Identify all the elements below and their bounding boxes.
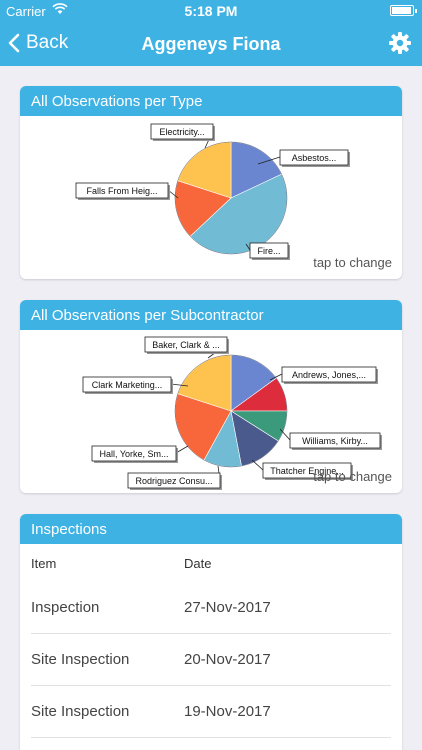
back-button[interactable]: Back — [8, 32, 68, 54]
svg-text:Hall, Yorke, Sm...: Hall, Yorke, Sm... — [99, 449, 168, 459]
svg-text:Andrews, Jones,...: Andrews, Jones,... — [292, 370, 366, 380]
row-item: Inspection — [31, 599, 100, 616]
inspections-card: Inspections Item Date Inspection 27-Nov-… — [20, 514, 402, 750]
carrier-label: Carrier — [6, 4, 46, 19]
pie-chart: Asbestos... Fire... Falls From Heig... Elec… — [75, 123, 350, 260]
card-title: All Observations per Type — [20, 86, 402, 116]
gear-icon[interactable] — [388, 31, 412, 60]
pie-outline — [174, 354, 288, 468]
back-label: Back — [26, 32, 69, 53]
svg-text:Falls From Heig...: Falls From Heig... — [86, 186, 157, 196]
pie-label-0: Andrews, Jones,... — [269, 366, 378, 384]
observations-type-card: All Observations per Type Asbestos... Fir… — [20, 86, 402, 279]
battery-icon — [390, 5, 417, 16]
card-title: Inspections — [20, 514, 402, 544]
nav-bar: Back Aggeneys Fiona — [0, 22, 422, 66]
pie-label-4: Hall, Yorke, Sm... — [91, 445, 189, 463]
pie-label-3: Rodriguez Consu... — [127, 465, 222, 490]
pie-label-0: Asbestos... — [257, 149, 350, 167]
row-item: Site Inspection — [31, 703, 130, 720]
pie-label-1: Fire... — [245, 242, 290, 260]
pie-label-5: Clark Marketing... — [82, 376, 189, 394]
tap-to-change-label[interactable]: tap to change — [313, 469, 392, 484]
observations-subcontractor-chart[interactable]: Andrews, Jones,... Williams, Kirby... That… — [20, 330, 402, 493]
wifi-icon — [52, 3, 68, 18]
row-item: Site Inspection — [31, 651, 130, 668]
table-row[interactable]: Site Inspection 20-Nov-2017 — [31, 634, 391, 686]
row-date: 20-Nov-2017 — [184, 651, 271, 668]
pie-outline — [174, 141, 288, 255]
row-date: 27-Nov-2017 — [184, 599, 271, 616]
pie-chart: Andrews, Jones,... Williams, Kirby... That… — [82, 336, 382, 490]
clock: 5:18 PM — [184, 3, 238, 19]
pie-label-1: Williams, Kirby... — [279, 428, 382, 450]
svg-text:Fire...: Fire... — [257, 246, 280, 256]
status-bar: Carrier 5:18 PM — [0, 0, 422, 22]
svg-text:Baker, Clark & ...: Baker, Clark & ... — [152, 340, 220, 350]
svg-text:Electricity...: Electricity... — [159, 127, 204, 137]
pie-label-3: Electricity... — [150, 123, 215, 149]
svg-text:Asbestos...: Asbestos... — [292, 153, 337, 163]
svg-text:Rodriguez Consu...: Rodriguez Consu... — [135, 476, 212, 486]
column-header-item: Item — [31, 555, 57, 571]
page-title: Aggeneys Fiona — [141, 34, 281, 54]
pie-label-2: Falls From Heig... — [75, 182, 179, 200]
observations-subcontractor-card: All Observations per Subcontractor Andre… — [20, 300, 402, 493]
pie-label-2: Thatcher Engine... — [251, 459, 353, 480]
pie-label-6: Baker, Clark & ... — [144, 336, 229, 359]
svg-text:Thatcher Engine...: Thatcher Engine... — [270, 466, 344, 476]
table-header: Item Date — [20, 544, 402, 582]
chevron-left-icon — [8, 33, 20, 53]
table-row[interactable]: Inspection 27-Nov-2017 — [31, 582, 391, 634]
observations-type-chart[interactable]: Asbestos... Fire... Falls From Heig... Elec… — [20, 116, 402, 279]
tap-to-change-label[interactable]: tap to change — [313, 255, 392, 270]
row-date: 19-Nov-2017 — [184, 703, 271, 720]
svg-text:Williams, Kirby...: Williams, Kirby... — [302, 436, 368, 446]
card-title: All Observations per Subcontractor — [20, 300, 402, 330]
column-header-date: Date — [184, 555, 212, 571]
svg-text:Clark Marketing...: Clark Marketing... — [92, 380, 163, 390]
table-row[interactable]: Site Inspection 19-Nov-2017 — [31, 686, 391, 738]
